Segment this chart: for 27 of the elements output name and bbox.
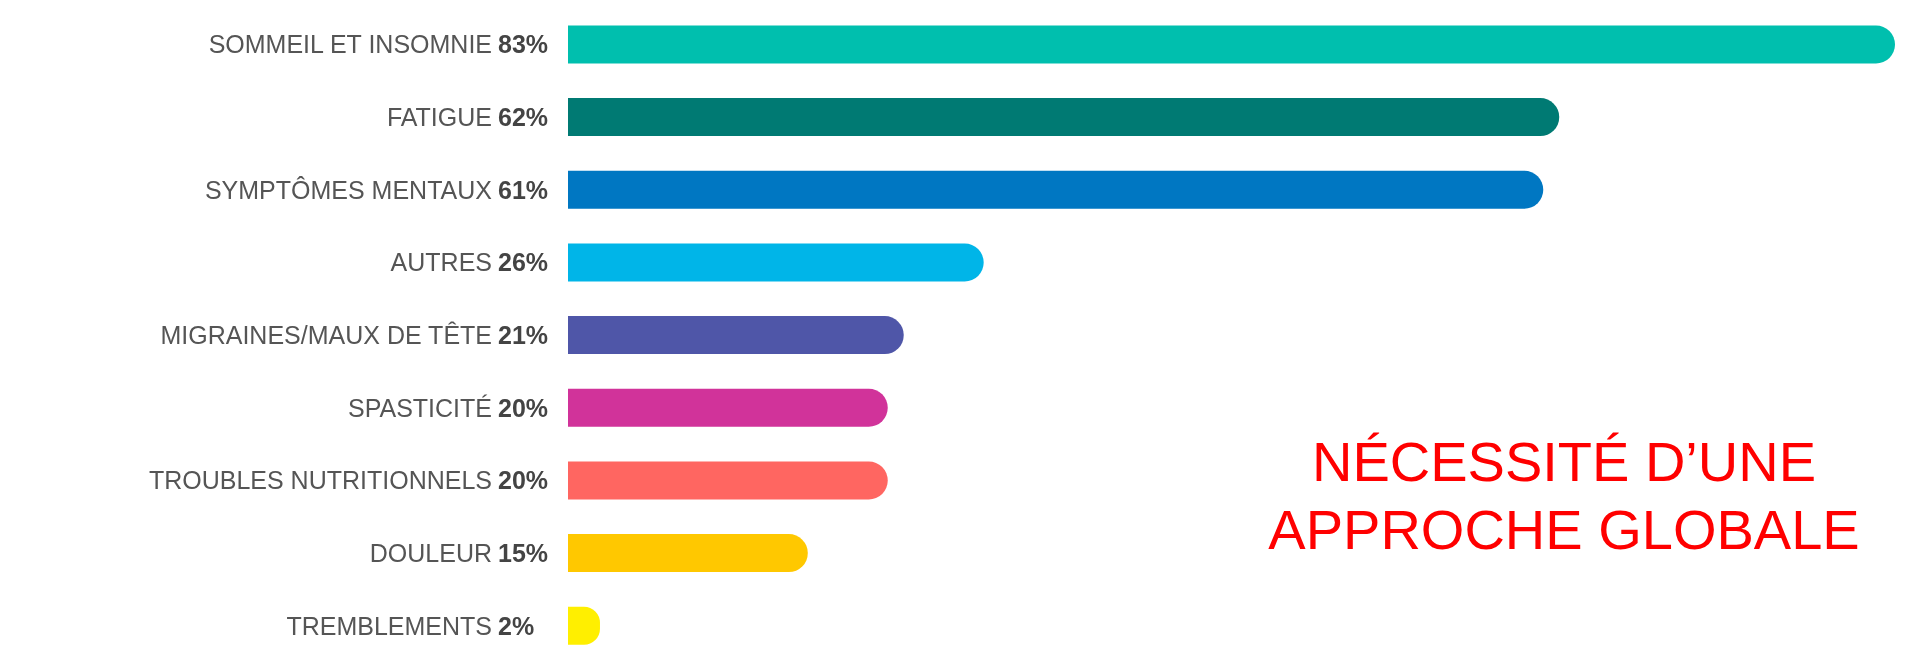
y-tick-label: SPASTICITÉ	[347, 393, 492, 422]
bar	[568, 25, 1895, 64]
data-label: 21%	[498, 321, 549, 349]
y-tick-label: DOULEUR	[369, 539, 492, 567]
data-label: 20%	[498, 393, 549, 422]
data-label: 83%	[498, 30, 549, 59]
y-tick-label: AUTRES	[390, 248, 492, 277]
bar	[568, 461, 888, 500]
y-tick-label: SYMPTÔMES MENTAUX	[204, 175, 493, 204]
bar	[568, 534, 808, 573]
data-label: 20%	[498, 466, 549, 495]
data-label: 62%	[498, 103, 549, 131]
data-label: 26%	[498, 248, 549, 277]
bar	[568, 98, 1560, 137]
bar	[568, 243, 984, 282]
y-tick-label: FATIGUE	[386, 103, 492, 131]
bar	[568, 170, 1544, 209]
data-label: 61%	[498, 175, 549, 204]
bar	[568, 388, 888, 427]
y-tick-label: MIGRAINES/MAUX DE TÊTE	[160, 321, 492, 349]
y-tick-label: TREMBLEMENTS	[286, 611, 492, 640]
data-label: 15%	[498, 539, 549, 567]
annotation: NÉCESSITÉ D’UNE APPROCHE GLOBALE	[1267, 429, 1861, 564]
y-tick-label: SOMMEIL ET INSOMNIE	[208, 30, 492, 59]
data-label: 2%	[498, 611, 535, 640]
bar	[568, 316, 904, 355]
y-tick-label: TROUBLES NUTRITIONNELS	[148, 466, 492, 495]
